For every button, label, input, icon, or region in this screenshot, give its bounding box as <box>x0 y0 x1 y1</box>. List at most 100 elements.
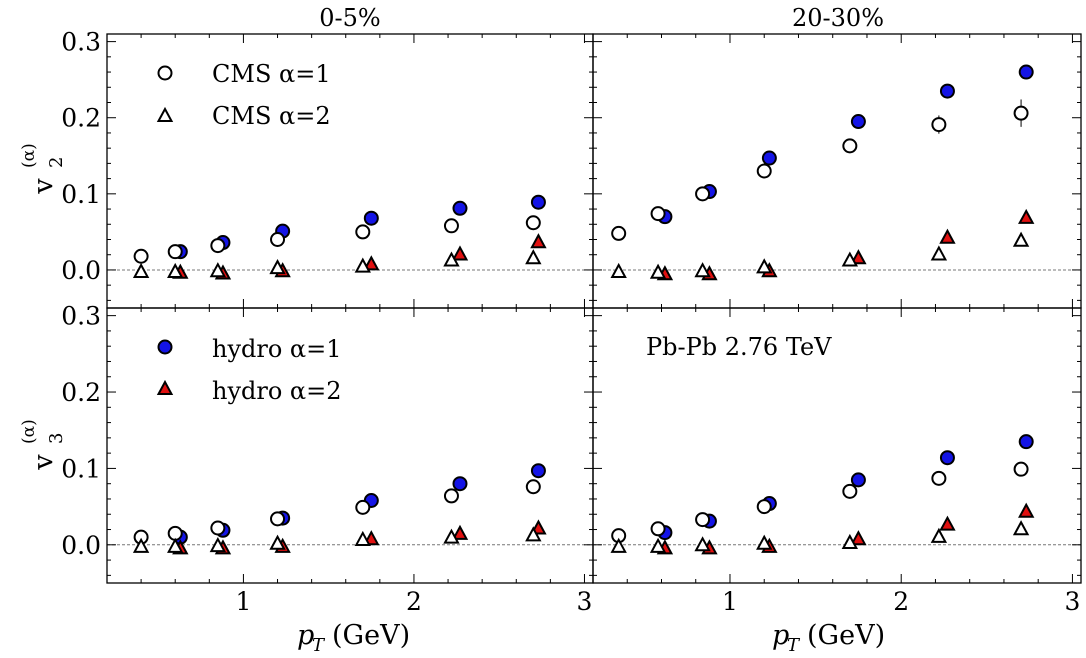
cms-alpha2-point <box>269 534 286 550</box>
svg-text:v: v <box>28 178 59 195</box>
cms-alpha1-point <box>650 206 666 222</box>
hydro-alpha1-point <box>452 476 468 492</box>
y-tick-label: 0.1 <box>61 180 101 209</box>
cms-alpha1-point <box>270 511 286 527</box>
cms-alpha1-point <box>931 470 947 486</box>
hydro-alpha1-point <box>363 210 379 226</box>
cms-alpha2-point <box>525 526 542 542</box>
hydro-alpha2-point <box>939 515 956 531</box>
panel-1 <box>592 33 1082 309</box>
cms-alpha2-point <box>354 257 371 273</box>
x-tick-label: 1 <box>235 587 251 616</box>
x-tick-label: 2 <box>406 587 422 616</box>
cms-alpha2-point <box>209 536 227 553</box>
hydro-alpha1-point <box>1018 64 1034 80</box>
hydro-alpha2-point <box>451 524 469 540</box>
cms-alpha2-point <box>756 534 773 550</box>
cms-alpha2-point <box>443 251 460 267</box>
hydro-alpha1-point <box>1018 434 1034 450</box>
y-tick-label: 0.3 <box>61 302 101 331</box>
hydro-alpha1-point <box>850 114 866 130</box>
cms-alpha2-point <box>694 262 711 278</box>
cms-alpha2-point <box>443 528 460 544</box>
cms-alpha1-point <box>842 138 858 154</box>
cms-alpha1-point <box>210 520 226 536</box>
cms-alpha1-point <box>167 244 183 260</box>
annotation-pbpb: Pb-Pb 2.76 TeV <box>646 333 832 361</box>
panel-title-0-5: 0-5% <box>319 4 380 32</box>
x-title-sub: T <box>787 635 801 656</box>
legend-label-hydro-alpha2: hydro α=2 <box>212 377 342 405</box>
cms-alpha1-point <box>210 238 226 254</box>
y-tick-label: 0.0 <box>61 256 101 285</box>
cms-alpha1-point <box>695 512 711 528</box>
y-tick-label: 0.0 <box>61 531 101 560</box>
x-title-unit: (GeV) <box>332 620 410 651</box>
y-tick-label: 0.1 <box>61 454 101 483</box>
plot-layer: 0.0 0.1 0.2 0.3 0.0 0.1 0.2 0.3 1 2 3 1 2 3 <box>61 28 1082 616</box>
y-tick-label: 0.2 <box>61 104 101 133</box>
cms-alpha2-point <box>1012 231 1030 247</box>
x-title-sub: T <box>312 635 326 656</box>
cms-alpha2-point <box>649 263 667 279</box>
hydro-alpha2-point <box>850 249 867 265</box>
cms-alpha1-point <box>1013 461 1029 477</box>
cms-alpha1-point <box>443 488 459 504</box>
y-tick-label: 0.2 <box>61 378 101 407</box>
panel-3: 1 2 3 <box>592 307 1082 616</box>
cms-alpha1-point <box>931 117 947 133</box>
x-tick-label: 2 <box>893 587 909 616</box>
cms-alpha2-point <box>930 527 948 543</box>
x-axis-title-right: p T (GeV) <box>772 620 885 656</box>
panel-frame <box>592 33 1082 309</box>
cms-alpha2-point <box>132 262 150 278</box>
cms-alpha2-point <box>930 245 948 261</box>
legend-label-hydro-alpha1: hydro α=1 <box>212 335 342 363</box>
cms-alpha2-point <box>167 537 184 553</box>
panel-frame <box>592 307 1082 584</box>
x-axis-title-left: p T (GeV) <box>297 620 410 656</box>
x-tick-label: 1 <box>722 587 738 616</box>
cms-alpha1-point <box>443 218 459 234</box>
cms-alpha2-point <box>167 262 184 278</box>
cms-alpha2-point <box>525 249 542 265</box>
legend-bottom: hydro α=1 hydro α=2 <box>156 335 342 405</box>
cms-alpha1-point <box>355 499 371 515</box>
panel-title-20-30: 20-30% <box>792 4 884 32</box>
panel-0: 0.0 0.1 0.2 0.3 <box>61 28 594 309</box>
legend-marker-cms-alpha1 <box>157 65 173 81</box>
cms-alpha1-point <box>525 215 541 231</box>
hydro-alpha2-point <box>1018 502 1035 518</box>
hydro-alpha2-point <box>1018 208 1035 224</box>
cms-alpha2-point <box>610 262 627 278</box>
y-title-alpha: (α) <box>19 143 39 168</box>
legend-marker-cms-alpha2 <box>156 106 174 122</box>
hydro-alpha1-point <box>530 194 546 210</box>
y-axis-title-v3: v 3 (α) <box>19 419 67 470</box>
cms-alpha1-point <box>695 186 711 202</box>
cms-alpha2-point <box>649 537 667 553</box>
hydro-alpha2-point <box>451 245 469 261</box>
cms-alpha1-point <box>756 163 772 179</box>
cms-alpha1-point <box>842 483 858 499</box>
hydro-alpha1-point <box>939 450 955 466</box>
x-title-p: p <box>772 620 789 651</box>
y-title-v: v <box>28 454 59 471</box>
y-title-sub-3: 3 <box>46 433 67 444</box>
y-tick-label: 0.3 <box>61 28 101 57</box>
cms-alpha1-point <box>355 224 371 240</box>
y-title-alpha: (α) <box>19 419 39 444</box>
cms-alpha2-point <box>354 530 371 546</box>
hydro-alpha2-point <box>939 228 956 244</box>
x-title-p: p <box>297 620 314 651</box>
cms-alpha2-point <box>209 262 227 278</box>
y-title-sub-2: 2 <box>46 157 67 168</box>
cms-alpha2-point <box>756 258 773 274</box>
legend-marker-hydro-alpha2 <box>156 379 174 395</box>
cms-alpha1-point <box>611 225 627 241</box>
cms-alpha1-point <box>1013 105 1029 121</box>
hydro-alpha1-point <box>850 472 866 488</box>
cms-alpha2-point <box>694 536 711 552</box>
legend-top: CMS α=1 CMS α=2 <box>156 60 331 130</box>
